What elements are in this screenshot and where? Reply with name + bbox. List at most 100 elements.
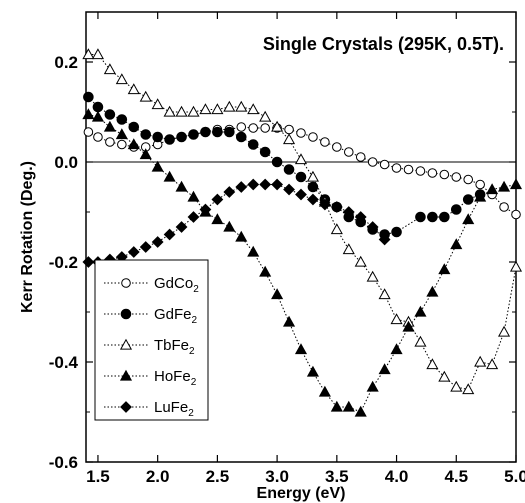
data-point — [366, 270, 379, 282]
data-point — [259, 178, 272, 191]
data-point — [82, 108, 95, 120]
data-point — [486, 358, 499, 370]
data-point — [116, 114, 128, 125]
data-point — [390, 343, 403, 355]
data-point — [260, 123, 270, 133]
data-point — [235, 181, 248, 193]
data-point — [391, 226, 402, 238]
x-tick-label: 4.5 — [444, 467, 468, 486]
data-point — [188, 129, 199, 140]
data-point — [439, 211, 450, 223]
data-point — [151, 160, 164, 172]
data-point — [414, 305, 427, 317]
data-point — [294, 153, 308, 165]
data-point — [175, 221, 188, 233]
data-point — [83, 91, 94, 103]
data-point — [271, 178, 284, 191]
data-point — [427, 211, 438, 223]
data-point — [438, 263, 451, 275]
data-point — [366, 221, 379, 233]
legend-label: LuFe2 — [154, 399, 194, 419]
legend-marker — [120, 308, 132, 320]
data-point — [307, 181, 319, 193]
data-point — [164, 134, 175, 145]
chart-title: Single Crystals (295K, 0.5T). — [263, 34, 504, 54]
data-point — [259, 110, 272, 122]
data-point — [247, 103, 260, 115]
data-point — [211, 193, 224, 206]
data-point — [415, 211, 426, 223]
data-point — [463, 174, 474, 185]
data-point — [259, 146, 271, 158]
data-point — [235, 131, 247, 143]
data-point — [128, 121, 140, 133]
legend-marker — [119, 369, 133, 381]
data-point — [115, 128, 128, 140]
data-point — [462, 383, 475, 395]
data-point — [354, 211, 367, 223]
data-point — [391, 163, 402, 173]
y-tick-label: 0.2 — [54, 53, 78, 72]
y-tick-label: -0.2 — [49, 253, 78, 272]
data-point — [414, 335, 427, 347]
data-point — [283, 315, 296, 327]
y-tick-label: 0.0 — [54, 153, 78, 172]
x-tick-label: 3.5 — [325, 467, 349, 486]
data-point — [175, 105, 188, 117]
data-point — [379, 159, 390, 170]
data-point — [83, 127, 94, 137]
data-point — [211, 213, 224, 225]
legend-label: GdFe2 — [154, 306, 198, 326]
data-point — [438, 370, 451, 382]
data-point — [509, 260, 523, 272]
data-point — [103, 120, 116, 132]
x-tick-label: 5.0 — [504, 467, 525, 486]
data-point — [235, 230, 248, 242]
data-point — [211, 103, 224, 115]
data-point — [82, 256, 95, 268]
data-point — [223, 220, 236, 232]
data-point — [259, 265, 272, 277]
legend-label: TbFe2 — [154, 337, 195, 357]
data-point — [320, 137, 330, 147]
x-tick-label: 3.0 — [265, 467, 289, 486]
x-tick-label: 2.0 — [146, 467, 170, 486]
data-point — [295, 188, 307, 201]
data-point — [343, 147, 354, 157]
data-point — [163, 105, 176, 117]
data-point — [306, 365, 319, 377]
data-point — [127, 246, 140, 258]
series-hofe2 — [82, 108, 523, 417]
data-point — [366, 380, 379, 392]
data-point — [306, 170, 319, 182]
data-point — [294, 343, 308, 355]
data-point — [415, 166, 426, 176]
data-point — [117, 139, 127, 150]
data-point — [462, 194, 474, 205]
x-tick-label: 1.5 — [86, 467, 110, 486]
data-point — [152, 131, 163, 143]
x-tick-label: 4.0 — [385, 467, 409, 486]
data-point — [426, 358, 439, 370]
data-point — [511, 209, 521, 220]
data-point — [105, 137, 115, 147]
data-point — [330, 400, 343, 412]
data-point — [283, 183, 295, 196]
data-point — [451, 172, 462, 182]
legend-item: TbFe2 — [104, 337, 195, 357]
data-point — [235, 100, 248, 112]
data-point — [378, 233, 391, 246]
data-point — [474, 190, 487, 202]
data-point — [187, 190, 200, 202]
data-point — [175, 180, 188, 192]
data-point — [247, 139, 259, 150]
data-point — [330, 223, 343, 235]
data-point — [103, 63, 116, 75]
data-point — [139, 241, 152, 253]
data-point — [342, 206, 355, 218]
data-point — [332, 142, 342, 152]
y-tick-label: -0.6 — [49, 453, 78, 472]
y-axis-label: Kerr Rotation (Deg.) — [19, 161, 36, 313]
data-point — [499, 202, 509, 212]
